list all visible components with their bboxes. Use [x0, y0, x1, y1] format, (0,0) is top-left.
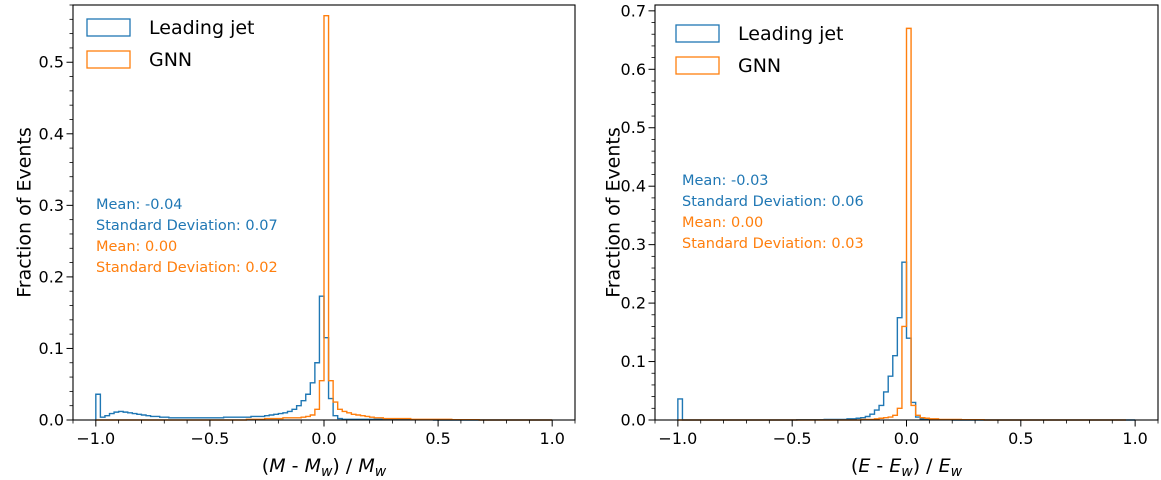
- x-axis-label: (M - Mw) / Mw: [262, 455, 387, 480]
- x-label-variable: E: [858, 455, 870, 477]
- y-tick-label: 0.1: [621, 352, 646, 371]
- stat-annotation: Mean: 0.00: [682, 215, 763, 231]
- y-tick-label: 0.5: [39, 53, 64, 72]
- x-axis-label: (E - Ew) / Ew: [851, 455, 963, 480]
- legend-swatch-gnn: [675, 56, 720, 75]
- x-label-minus: -: [286, 455, 305, 477]
- legend-swatch-leading-jet: [675, 24, 720, 43]
- y-tick-label: 0.1: [39, 339, 64, 358]
- stat-annotation: Standard Deviation: 0.03: [682, 236, 864, 252]
- x-label-open: (: [851, 455, 858, 477]
- x-label-variable: M: [358, 455, 374, 477]
- stat-annotation: Standard Deviation: 0.07: [96, 218, 278, 234]
- y-axis-label: Fraction of Events: [603, 127, 625, 298]
- y-tick-label: 0.0: [621, 411, 646, 430]
- y-tick-label: 0.0: [39, 411, 64, 430]
- x-tick-label: 0.5: [1008, 429, 1033, 448]
- y-tick-label: 0.2: [39, 267, 64, 286]
- y-tick-label: 0.4: [621, 177, 646, 196]
- x-label-variable: M: [305, 455, 321, 477]
- x-tick-label: 1.0: [1122, 429, 1147, 448]
- x-label-variable: E: [939, 455, 951, 477]
- stat-annotation: Standard Deviation: 0.06: [682, 194, 864, 210]
- legend-label-leading-jet: Leading jet: [149, 17, 254, 39]
- x-tick-label: 0.5: [425, 429, 450, 448]
- y-tick-label: 0.6: [621, 60, 646, 79]
- x-tick-label: 1.0: [539, 429, 564, 448]
- y-axis-label: Fraction of Events: [14, 127, 36, 298]
- legend-swatch-leading-jet: [86, 18, 131, 37]
- x-label-variable: M: [269, 455, 285, 477]
- x-tick-label: −0.5: [773, 429, 812, 448]
- stat-annotation: Mean: -0.03: [682, 173, 769, 189]
- y-tick-label: 0.3: [39, 196, 64, 215]
- legend-swatch-gnn: [86, 50, 131, 69]
- legend-label-gnn: GNN: [149, 49, 192, 71]
- y-tick-label: 0.7: [621, 1, 646, 20]
- x-label-subscript: w: [951, 464, 963, 480]
- x-label-minus: -: [870, 455, 889, 477]
- legend-label-gnn: GNN: [738, 55, 781, 77]
- legend-label-leading-jet: Leading jet: [738, 23, 843, 45]
- y-tick-label: 0.5: [621, 118, 646, 137]
- x-label-divide: ) /: [332, 455, 358, 477]
- y-tick-label: 0.3: [621, 235, 646, 254]
- x-label-open: (: [262, 455, 269, 477]
- energy-residual-panel: −1.0 −0.5 0.0 0.5 1.0 0.0 0.1 0.2 0.3 0.4 0.5 0.6 0.…: [603, 1, 1159, 480]
- x-label-subscript: w: [321, 464, 333, 480]
- x-tick-label: −1.0: [76, 429, 115, 448]
- x-label-subscript: w: [375, 464, 387, 480]
- x-tick-label: 0.0: [894, 429, 919, 448]
- mass-residual-panel: −1.0 −0.5 0.0 0.5 1.0 0.0 0.1 0.2 0.3 0.4 0.5 Fract…: [14, 4, 576, 480]
- x-label-subscript: w: [901, 464, 913, 480]
- stat-annotation: Standard Deviation: 0.02: [96, 260, 278, 276]
- x-tick-label: 0.0: [311, 429, 336, 448]
- x-label-divide: ) /: [913, 455, 939, 477]
- stat-annotation: Mean: -0.04: [96, 197, 183, 213]
- stat-annotation: Mean: 0.00: [96, 239, 177, 255]
- x-label-variable: E: [889, 455, 901, 477]
- y-tick-label: 0.2: [621, 294, 646, 313]
- y-tick-label: 0.4: [39, 124, 64, 143]
- x-tick-label: −1.0: [658, 429, 697, 448]
- x-tick-label: −0.5: [190, 429, 229, 448]
